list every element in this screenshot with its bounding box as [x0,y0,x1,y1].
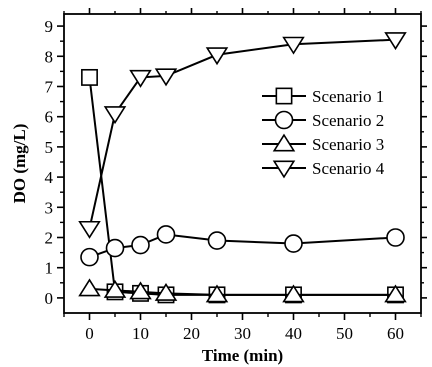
y-tick-label: 7 [45,77,54,96]
data-point [156,225,176,244]
legend-marker [272,133,296,152]
legend-label: Scenario 3 [312,135,384,154]
legend-item: Scenario 3 [262,133,384,154]
data-point [78,220,101,239]
legend-label: Scenario 4 [312,159,385,178]
y-tick-label: 4 [45,168,54,187]
y-tick-label: 3 [45,198,54,217]
data-point [205,47,229,66]
data-point [103,279,127,298]
data-point [384,32,407,51]
y-tick-label: 6 [45,108,54,127]
data-point [103,106,127,125]
series-4 [78,32,407,239]
x-tick-label: 0 [85,324,94,343]
axis-ticks: 0 10 20 30 40 50 60 0 1 2 3 4 5 6 7 8 9 [45,8,427,343]
x-tick-label: 40 [285,324,302,343]
legend-marker [272,160,296,179]
x-tick-label: 30 [234,324,251,343]
x-tick-label: 20 [183,324,200,343]
series-3 [78,278,407,303]
x-tick-label: 50 [336,324,353,343]
data-point [105,238,125,258]
y-tick-label: 8 [45,47,54,66]
legend-item: Scenario 2 [262,110,384,130]
data-point [154,68,178,87]
data-point [154,282,178,301]
legend: Scenario 1 Scenario 2 Scenario 3 Scenario 4 [262,87,385,179]
data-point [81,68,98,86]
x-tick-label: 10 [132,324,149,343]
data-point [78,278,101,297]
data-point [205,284,229,303]
data-point [386,228,405,247]
y-tick-label: 1 [45,259,54,278]
legend-item: Scenario 1 [262,87,384,106]
data-point [284,234,303,253]
y-axis-title: DO (mg/L) [10,124,29,204]
series-layer [78,32,407,304]
y-tick-label: 2 [45,228,54,247]
legend-label: Scenario 2 [312,111,384,130]
y-tick-label: 5 [45,138,54,157]
x-tick-label: 60 [387,324,404,343]
data-point [129,281,152,300]
data-point [207,231,227,250]
data-point [131,235,150,255]
y-tick-label: 9 [45,17,54,36]
data-point [282,36,305,55]
series-2 [80,225,405,267]
legend-marker [274,110,294,130]
legend-label: Scenario 1 [312,87,384,106]
legend-item: Scenario 4 [262,159,385,179]
legend-marker [275,87,293,105]
data-point [282,284,305,303]
data-point [80,247,99,267]
y-tick-label: 0 [45,289,54,308]
data-point [129,69,152,88]
data-point [384,284,407,303]
x-axis-title: Time (min) [202,346,283,365]
